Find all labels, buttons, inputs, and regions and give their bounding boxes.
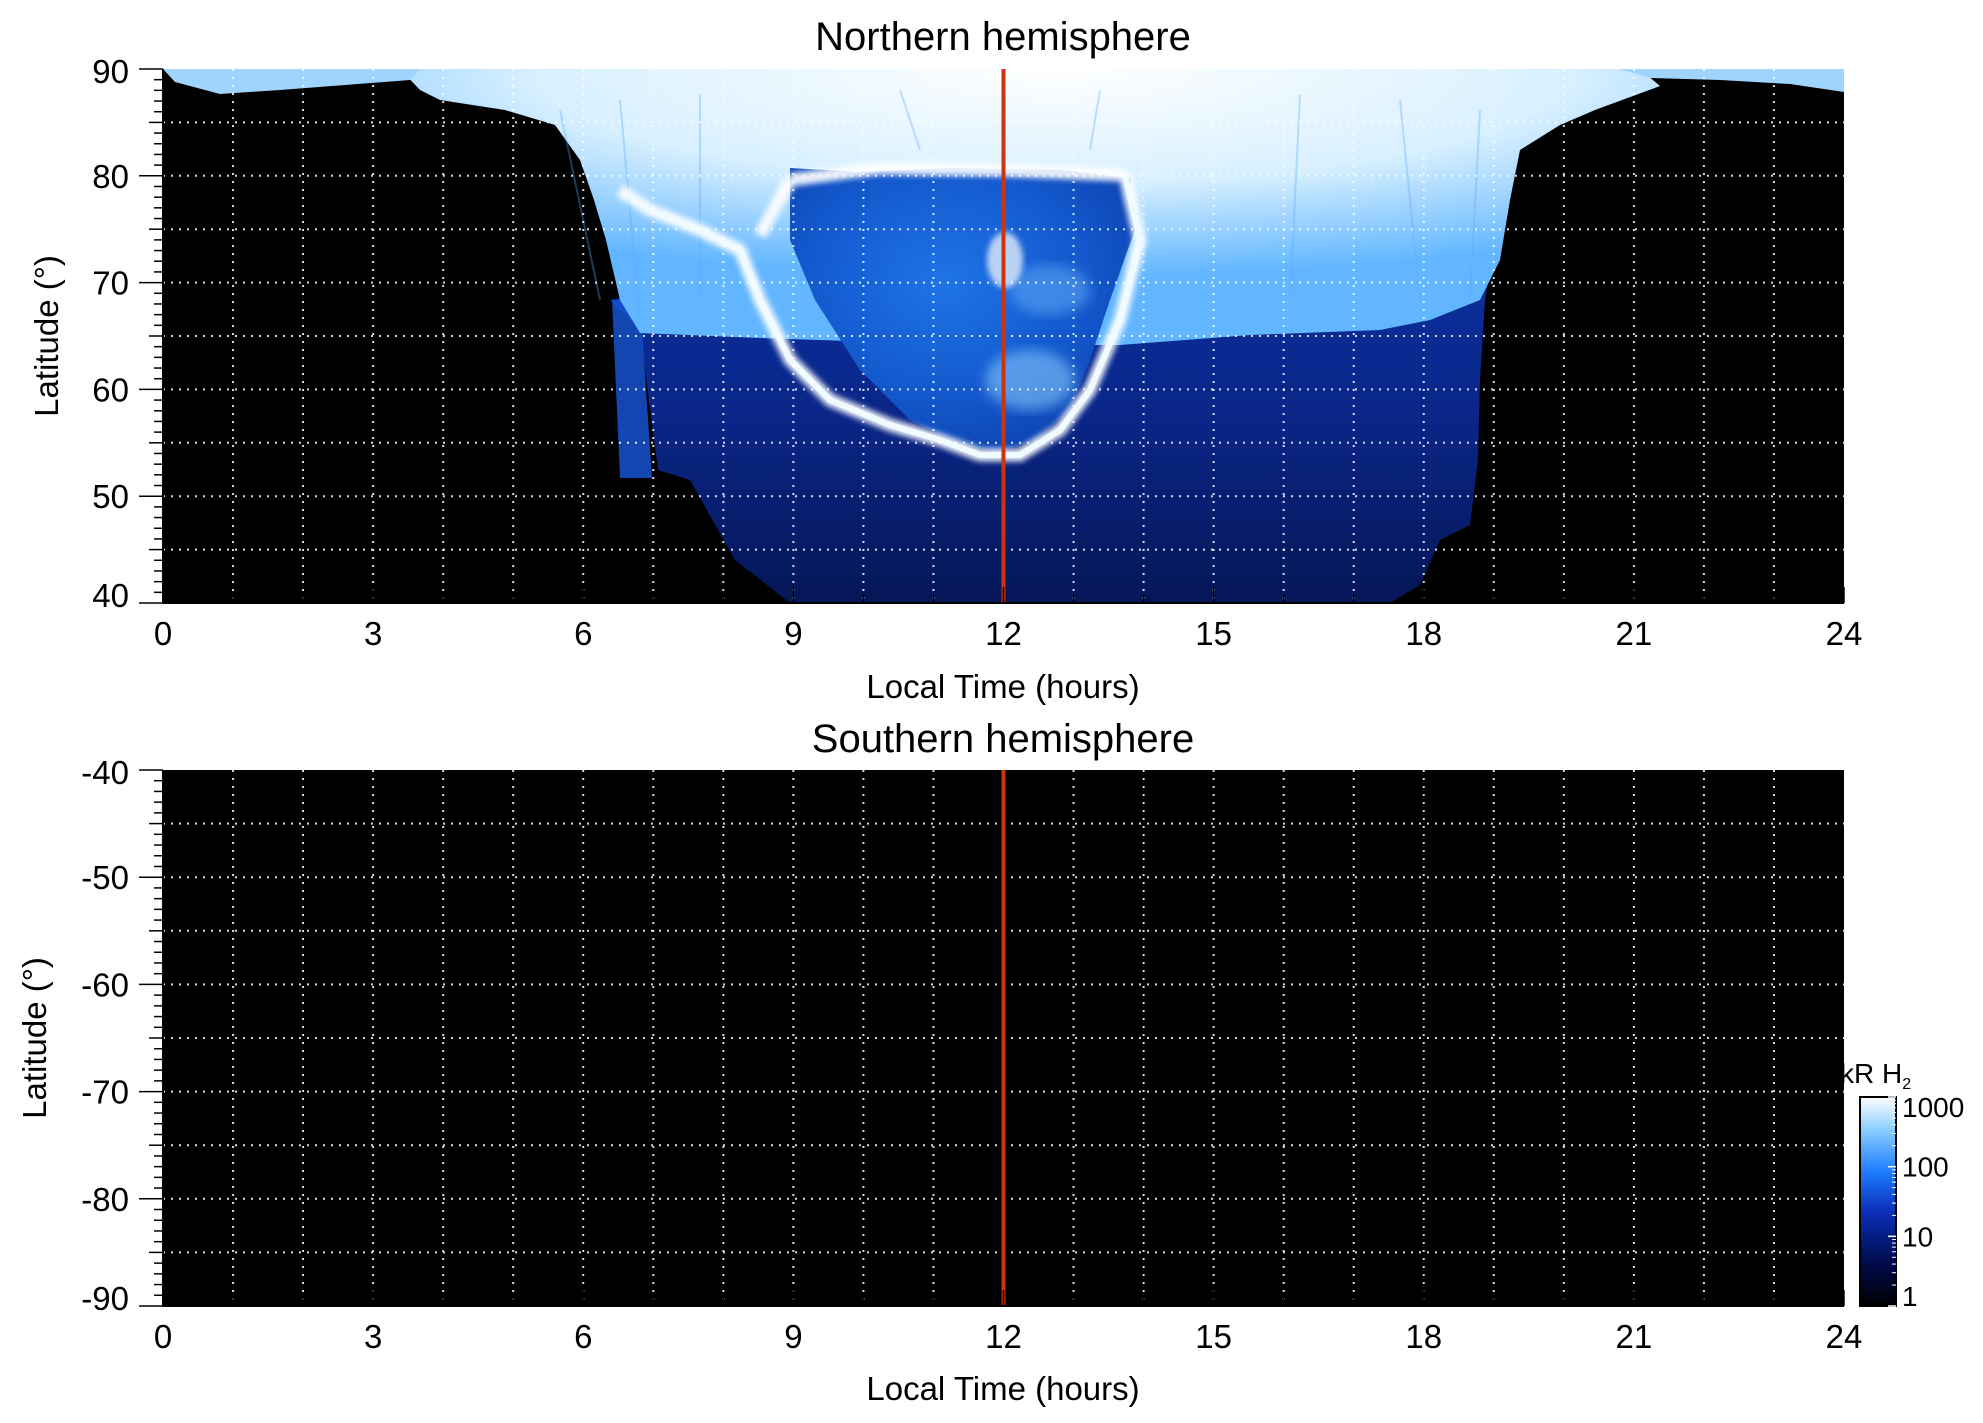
x-tick-label: 3 (364, 615, 382, 652)
inner-bright-patch-1 (985, 350, 1075, 410)
northern-hemisphere-panel: Northern hemisphere 0 3 6 9 (28, 15, 1862, 705)
x-tick-label: 24 (1826, 615, 1863, 652)
x-tick-label: 0 (154, 615, 172, 652)
cap-striations (559, 89, 1481, 321)
colorbar: kR H2 1000 100 10 1 (1840, 1058, 1964, 1312)
x-tick-label: 15 (1195, 615, 1232, 652)
x-tick-label: 18 (1405, 615, 1442, 652)
x-tick-label: 6 (574, 615, 592, 652)
pole-edge-left (163, 69, 420, 94)
x-axis-label: Local Time (hours) (866, 668, 1139, 705)
x-tick-label: 9 (784, 1318, 802, 1355)
colorbar-gradient (1859, 1096, 1897, 1307)
southern-hemisphere-panel: Southern hemisphere 0 3 6 9 12 15 18 21 24 -40 -5… (16, 717, 1862, 1407)
dawn-strip (612, 300, 652, 478)
x-tick-label: 3 (364, 1318, 382, 1355)
inner-bright-patch-2 (1010, 265, 1090, 315)
ticks-north (139, 68, 1845, 604)
x-tick-labels-south: 0 3 6 9 12 15 18 21 24 (154, 1318, 1863, 1355)
grid-south (163, 770, 1844, 1306)
x-tick-label: 12 (985, 615, 1022, 652)
x-tick-label: 21 (1616, 615, 1653, 652)
x-tick-label: 21 (1616, 1318, 1653, 1355)
x-tick-label: 24 (1826, 1318, 1863, 1355)
x-tick-label: 9 (784, 615, 802, 652)
y-tick-label: -90 (81, 1280, 129, 1317)
y-tick-label: 80 (92, 158, 129, 195)
y-tick-label: -50 (81, 859, 129, 896)
y-tick-label: -60 (81, 966, 129, 1003)
colorbar-tick-label: 10 (1902, 1221, 1933, 1252)
y-tick-label: 50 (92, 478, 129, 515)
colorbar-tick-label: 1000 (1902, 1092, 1964, 1123)
colorbar-tick-label: 100 (1902, 1152, 1949, 1183)
colorbar-label: kR H2 (1840, 1058, 1911, 1093)
x-axis-label: Local Time (hours) (866, 1370, 1139, 1407)
y-tick-label: 70 (92, 265, 129, 302)
y-tick-label: 90 (92, 53, 129, 90)
y-tick-labels-north: 40 50 60 70 80 90 (92, 53, 129, 614)
y-tick-label: -40 (81, 754, 129, 791)
y-axis-label: Latitude (°) (28, 255, 65, 417)
pole-edge-right (1620, 69, 1844, 92)
x-tick-label: 6 (574, 1318, 592, 1355)
colorbar-tick-label: 1 (1902, 1281, 1918, 1312)
y-tick-label: 60 (92, 371, 129, 408)
y-tick-label: -80 (81, 1181, 129, 1218)
colorbar-ticks: 1000 100 10 1 (1888, 1092, 1964, 1312)
main-oval-core (648, 174, 1144, 458)
chart-title: Southern hemisphere (812, 717, 1194, 761)
x-tick-label: 0 (154, 1318, 172, 1355)
x-tick-label: 15 (1195, 1318, 1232, 1355)
y-tick-label: -70 (81, 1074, 129, 1111)
emission-image (163, 69, 1844, 603)
x-tick-label: 18 (1405, 1318, 1442, 1355)
x-tick-label: 12 (985, 1318, 1022, 1355)
y-tick-labels-south: -40 -50 -60 -70 -80 -90 (81, 754, 129, 1317)
ticks-south (139, 769, 1845, 1307)
y-tick-label: 40 (92, 577, 129, 614)
y-axis-label: Latitude (°) (16, 957, 53, 1119)
x-tick-labels-north: 0 3 6 9 12 15 18 21 24 (154, 615, 1863, 652)
chart-title: Northern hemisphere (815, 15, 1191, 59)
